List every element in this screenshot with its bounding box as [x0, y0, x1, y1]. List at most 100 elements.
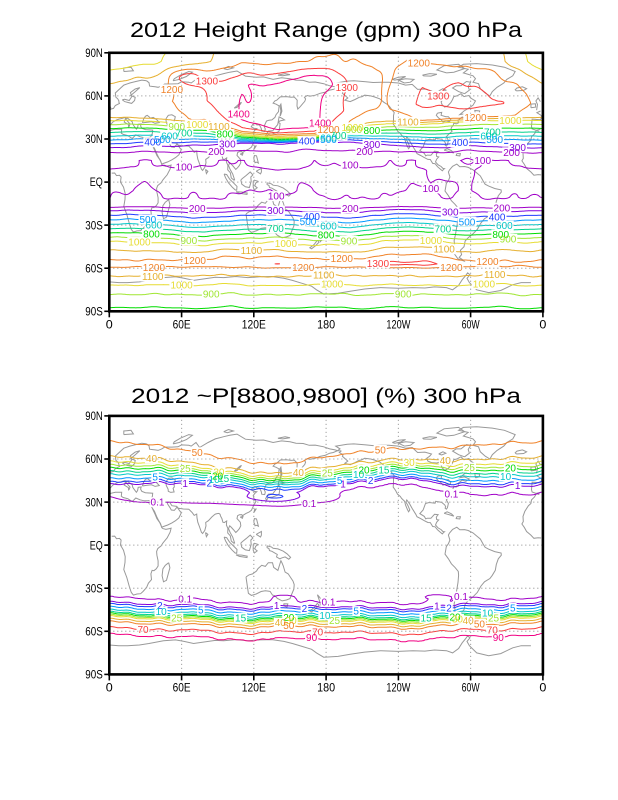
svg-text:500: 500: [154, 135, 171, 146]
svg-text:10: 10: [482, 608, 494, 619]
svg-text:15: 15: [218, 474, 230, 485]
svg-text:900: 900: [168, 122, 185, 133]
svg-text:90S: 90S: [85, 305, 103, 319]
svg-text:20: 20: [358, 465, 370, 476]
svg-text:1200: 1200: [408, 59, 431, 70]
svg-text:120W: 120W: [386, 680, 411, 694]
svg-text:20: 20: [505, 464, 517, 475]
svg-text:30: 30: [213, 468, 225, 479]
svg-text:800: 800: [318, 231, 335, 242]
svg-text:30S: 30S: [85, 581, 103, 595]
svg-text:0: 0: [106, 680, 113, 694]
svg-text:1100: 1100: [433, 245, 455, 256]
svg-text:500: 500: [139, 215, 156, 226]
svg-text:1: 1: [182, 479, 188, 490]
svg-text:25: 25: [180, 464, 192, 475]
svg-text:1200: 1200: [464, 113, 487, 124]
svg-text:100: 100: [176, 163, 193, 174]
svg-text:1: 1: [340, 480, 346, 491]
svg-text:40: 40: [463, 616, 475, 627]
svg-text:10: 10: [156, 607, 168, 618]
svg-text:700: 700: [435, 224, 452, 235]
svg-text:90: 90: [306, 633, 318, 644]
svg-text:0.1: 0.1: [302, 499, 316, 510]
svg-text:800: 800: [364, 126, 381, 137]
svg-text:20: 20: [212, 472, 224, 483]
svg-text:1200: 1200: [161, 85, 184, 96]
svg-text:10: 10: [209, 475, 221, 486]
svg-text:400: 400: [489, 212, 506, 223]
svg-text:2012 Height Range (gpm) 300 hP: 2012 Height Range (gpm) 300 hPa: [130, 19, 522, 42]
svg-text:1200: 1200: [184, 256, 207, 267]
svg-text:0: 0: [539, 317, 546, 331]
svg-text:50: 50: [375, 446, 387, 457]
svg-text:200: 200: [208, 147, 225, 158]
svg-text:25: 25: [488, 613, 500, 624]
svg-text:50: 50: [474, 619, 486, 630]
svg-text:800: 800: [217, 130, 234, 141]
svg-text:25: 25: [322, 468, 334, 479]
svg-text:2: 2: [302, 604, 308, 615]
svg-text:900: 900: [203, 290, 220, 301]
svg-text:900: 900: [395, 290, 412, 301]
svg-text:50: 50: [283, 621, 295, 632]
svg-text:0.1: 0.1: [454, 592, 468, 603]
svg-text:1200: 1200: [331, 254, 354, 265]
svg-text:5: 5: [152, 473, 158, 484]
svg-text:400: 400: [144, 138, 161, 149]
svg-text:25: 25: [171, 613, 183, 624]
svg-text:90S: 90S: [85, 668, 103, 682]
svg-text:200: 200: [189, 204, 206, 215]
svg-text:700: 700: [330, 131, 347, 142]
svg-text:400: 400: [451, 138, 468, 149]
svg-text:0.1: 0.1: [151, 498, 165, 509]
svg-text:700: 700: [176, 129, 193, 140]
svg-text:120E: 120E: [242, 680, 266, 694]
svg-text:60N: 60N: [85, 452, 103, 466]
svg-text:30: 30: [404, 458, 416, 469]
svg-text:40: 40: [440, 456, 452, 467]
svg-text:10: 10: [353, 470, 365, 481]
svg-text:1000: 1000: [341, 123, 364, 134]
svg-text:60E: 60E: [173, 680, 191, 694]
svg-text:0.1: 0.1: [322, 598, 336, 609]
svg-text:1: 1: [434, 601, 440, 612]
svg-text:30N: 30N: [85, 132, 103, 146]
svg-text:30N: 30N: [85, 495, 103, 509]
svg-text:5: 5: [353, 607, 359, 618]
svg-text:0: 0: [539, 680, 546, 694]
svg-text:1200: 1200: [476, 257, 499, 268]
svg-text:1000: 1000: [473, 280, 496, 291]
svg-text:60S: 60S: [85, 261, 103, 275]
svg-text:1200: 1200: [440, 263, 463, 274]
svg-text:800: 800: [143, 229, 160, 240]
svg-text:100: 100: [268, 192, 285, 203]
svg-text:90N: 90N: [85, 409, 103, 423]
svg-text:500: 500: [459, 217, 476, 228]
svg-text:60N: 60N: [85, 89, 103, 103]
svg-text:1400: 1400: [309, 118, 332, 129]
svg-text:60S: 60S: [85, 625, 103, 639]
svg-text:1: 1: [274, 601, 280, 612]
svg-text:600: 600: [161, 132, 178, 143]
svg-text:60W: 60W: [462, 680, 480, 694]
svg-text:400: 400: [298, 137, 315, 148]
svg-text:15: 15: [421, 613, 433, 624]
svg-text:15: 15: [378, 466, 390, 477]
svg-text:10: 10: [319, 611, 331, 622]
svg-text:1000: 1000: [170, 280, 193, 291]
svg-text:600: 600: [320, 222, 337, 233]
svg-text:600: 600: [496, 221, 513, 232]
svg-text:30: 30: [452, 614, 464, 625]
svg-text:1000: 1000: [275, 239, 298, 250]
svg-text:1100: 1100: [484, 270, 506, 281]
svg-text:1300: 1300: [196, 76, 219, 87]
svg-text:EQ: EQ: [90, 175, 103, 189]
svg-text:15: 15: [235, 613, 247, 624]
svg-text:40: 40: [146, 454, 158, 465]
svg-text:900: 900: [180, 236, 197, 247]
svg-text:70: 70: [487, 626, 499, 637]
svg-text:500: 500: [320, 135, 337, 146]
svg-text:100: 100: [342, 160, 359, 171]
svg-text:120E: 120E: [242, 317, 266, 331]
